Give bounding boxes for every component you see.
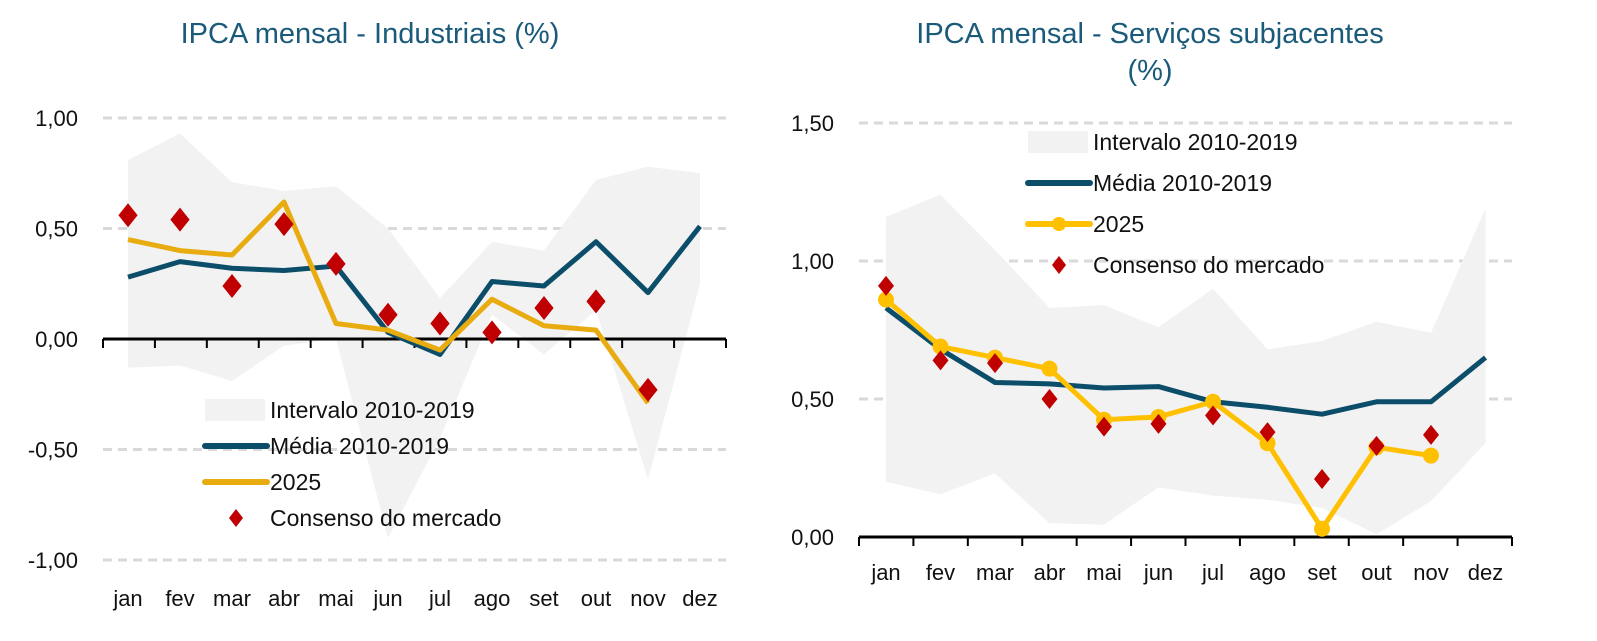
x-tick-label: ago [474, 586, 511, 611]
x-tick-label: jul [1201, 560, 1224, 585]
y-tick-label: 1,50 [791, 111, 834, 136]
consenso-marker [1096, 416, 1112, 437]
consenso-marker [1150, 413, 1167, 434]
left-chart: 1,00 0,50 0,00 -0,50 -1,00 jan fev mar abr mai jun… [28, 106, 727, 611]
legend-label: Intervalo 2010-2019 [1093, 129, 1298, 155]
y-tick-label: -1,00 [28, 548, 78, 573]
right-chart-title: IPCA mensal - Serviços subjacentes (%) [860, 16, 1440, 90]
x-tick-label: out [581, 586, 612, 611]
x-tick-label: abr [1034, 560, 1066, 585]
left-chart-title: IPCA mensal - Industriais (%) [180, 18, 560, 50]
x-tick-label: jan [112, 586, 142, 611]
x-tick-label: ago [1249, 560, 1286, 585]
x-tick-label: set [1307, 560, 1336, 585]
y-tick-label: 0,50 [791, 387, 834, 412]
y-tick-label: 0,50 [35, 217, 78, 242]
consenso-marker [326, 251, 346, 276]
series-2025-point [1205, 393, 1221, 410]
x-tick-label: fev [165, 586, 194, 611]
legend-consenso-swatch [1052, 256, 1066, 274]
x-tick-label: mai [318, 586, 353, 611]
x-tick-label: dez [682, 586, 717, 611]
consenso-marker [932, 350, 949, 371]
consenso-marker [1368, 435, 1385, 456]
x-tick-label: dez [1468, 560, 1503, 585]
consenso-marker [1423, 424, 1439, 445]
right-chart-title-line2: (%) [1127, 55, 1173, 87]
legend-label: Consenso do mercado [1093, 252, 1324, 278]
consenso-marker [1205, 405, 1221, 426]
series-media-line [127, 224, 702, 357]
x-tick-label: jul [428, 586, 451, 611]
series-media-line [884, 305, 1488, 417]
consenso-marker [1041, 389, 1058, 409]
y-tick-label: 1,00 [35, 106, 78, 131]
x-tick-label: jun [1143, 560, 1173, 585]
consenso-marker [170, 207, 190, 232]
series-2025-point [1423, 447, 1439, 464]
consenso-marker [378, 302, 398, 327]
x-tick-label: nov [630, 586, 665, 611]
y-tick-label: 0,00 [35, 327, 78, 352]
x-tick-label: nov [1413, 560, 1448, 585]
right-chart: 1,50 1,00 0,50 0,00 jan fev mar abr mai jun jul ago… [791, 111, 1513, 585]
x-tick-label: mai [1086, 560, 1121, 585]
legend-label: Média 2010-2019 [270, 433, 449, 459]
x-tick-label: mar [213, 586, 251, 611]
legend: Intervalo 2010-2019 Média 2010-2019 2025 Co… [1025, 129, 1324, 278]
consenso-marker [430, 311, 450, 336]
legend-label: 2025 [1093, 211, 1144, 237]
consenso-marker [534, 296, 554, 321]
consenso-marker [482, 320, 502, 345]
band-area-intervalo [128, 133, 700, 538]
consenso-marker [638, 377, 658, 402]
legend-label: Média 2010-2019 [1093, 170, 1272, 196]
legend-label: Consenso do mercado [270, 505, 501, 531]
x-tick-label: abr [268, 586, 300, 611]
consenso-marker [586, 289, 606, 314]
series-2025-line [127, 199, 651, 405]
y-tick-label: 1,00 [791, 249, 834, 274]
x-tick-label: fev [926, 560, 955, 585]
consenso-marker [1259, 422, 1276, 443]
legend-label: 2025 [270, 469, 321, 495]
x-tick-label: set [529, 586, 558, 611]
series-2025-point [932, 338, 949, 355]
x-tick-label: jun [372, 586, 402, 611]
band-area-intervalo [886, 194, 1486, 535]
consenso-marker [274, 212, 294, 237]
series-2025-point [1041, 360, 1058, 377]
consenso-marker [222, 273, 242, 298]
consenso-marker [1314, 469, 1330, 490]
legend: Intervalo 2010-2019 Média 2010-2019 2025 Co… [202, 397, 501, 531]
series-2025-point [878, 291, 894, 308]
series-2025-point [1259, 435, 1276, 452]
legend-label: Intervalo 2010-2019 [270, 397, 475, 423]
legend-band-swatch [1028, 131, 1088, 153]
x-tick-label: out [1361, 560, 1392, 585]
legend-consenso-swatch [229, 509, 243, 527]
y-tick-label: -0,50 [28, 438, 78, 463]
x-tick-label: mar [976, 560, 1014, 585]
consenso-marker [118, 203, 138, 228]
x-tick-label: jan [870, 560, 900, 585]
consenso-marker [878, 275, 894, 296]
right-chart-title-line1: IPCA mensal - Serviços subjacentes [916, 18, 1384, 50]
series-2025-point [1314, 520, 1330, 537]
consenso-marker [987, 353, 1003, 374]
legend-2025-dot [1052, 217, 1066, 231]
legend-band-swatch [205, 399, 265, 421]
y-tick-label: 0,00 [791, 525, 834, 550]
